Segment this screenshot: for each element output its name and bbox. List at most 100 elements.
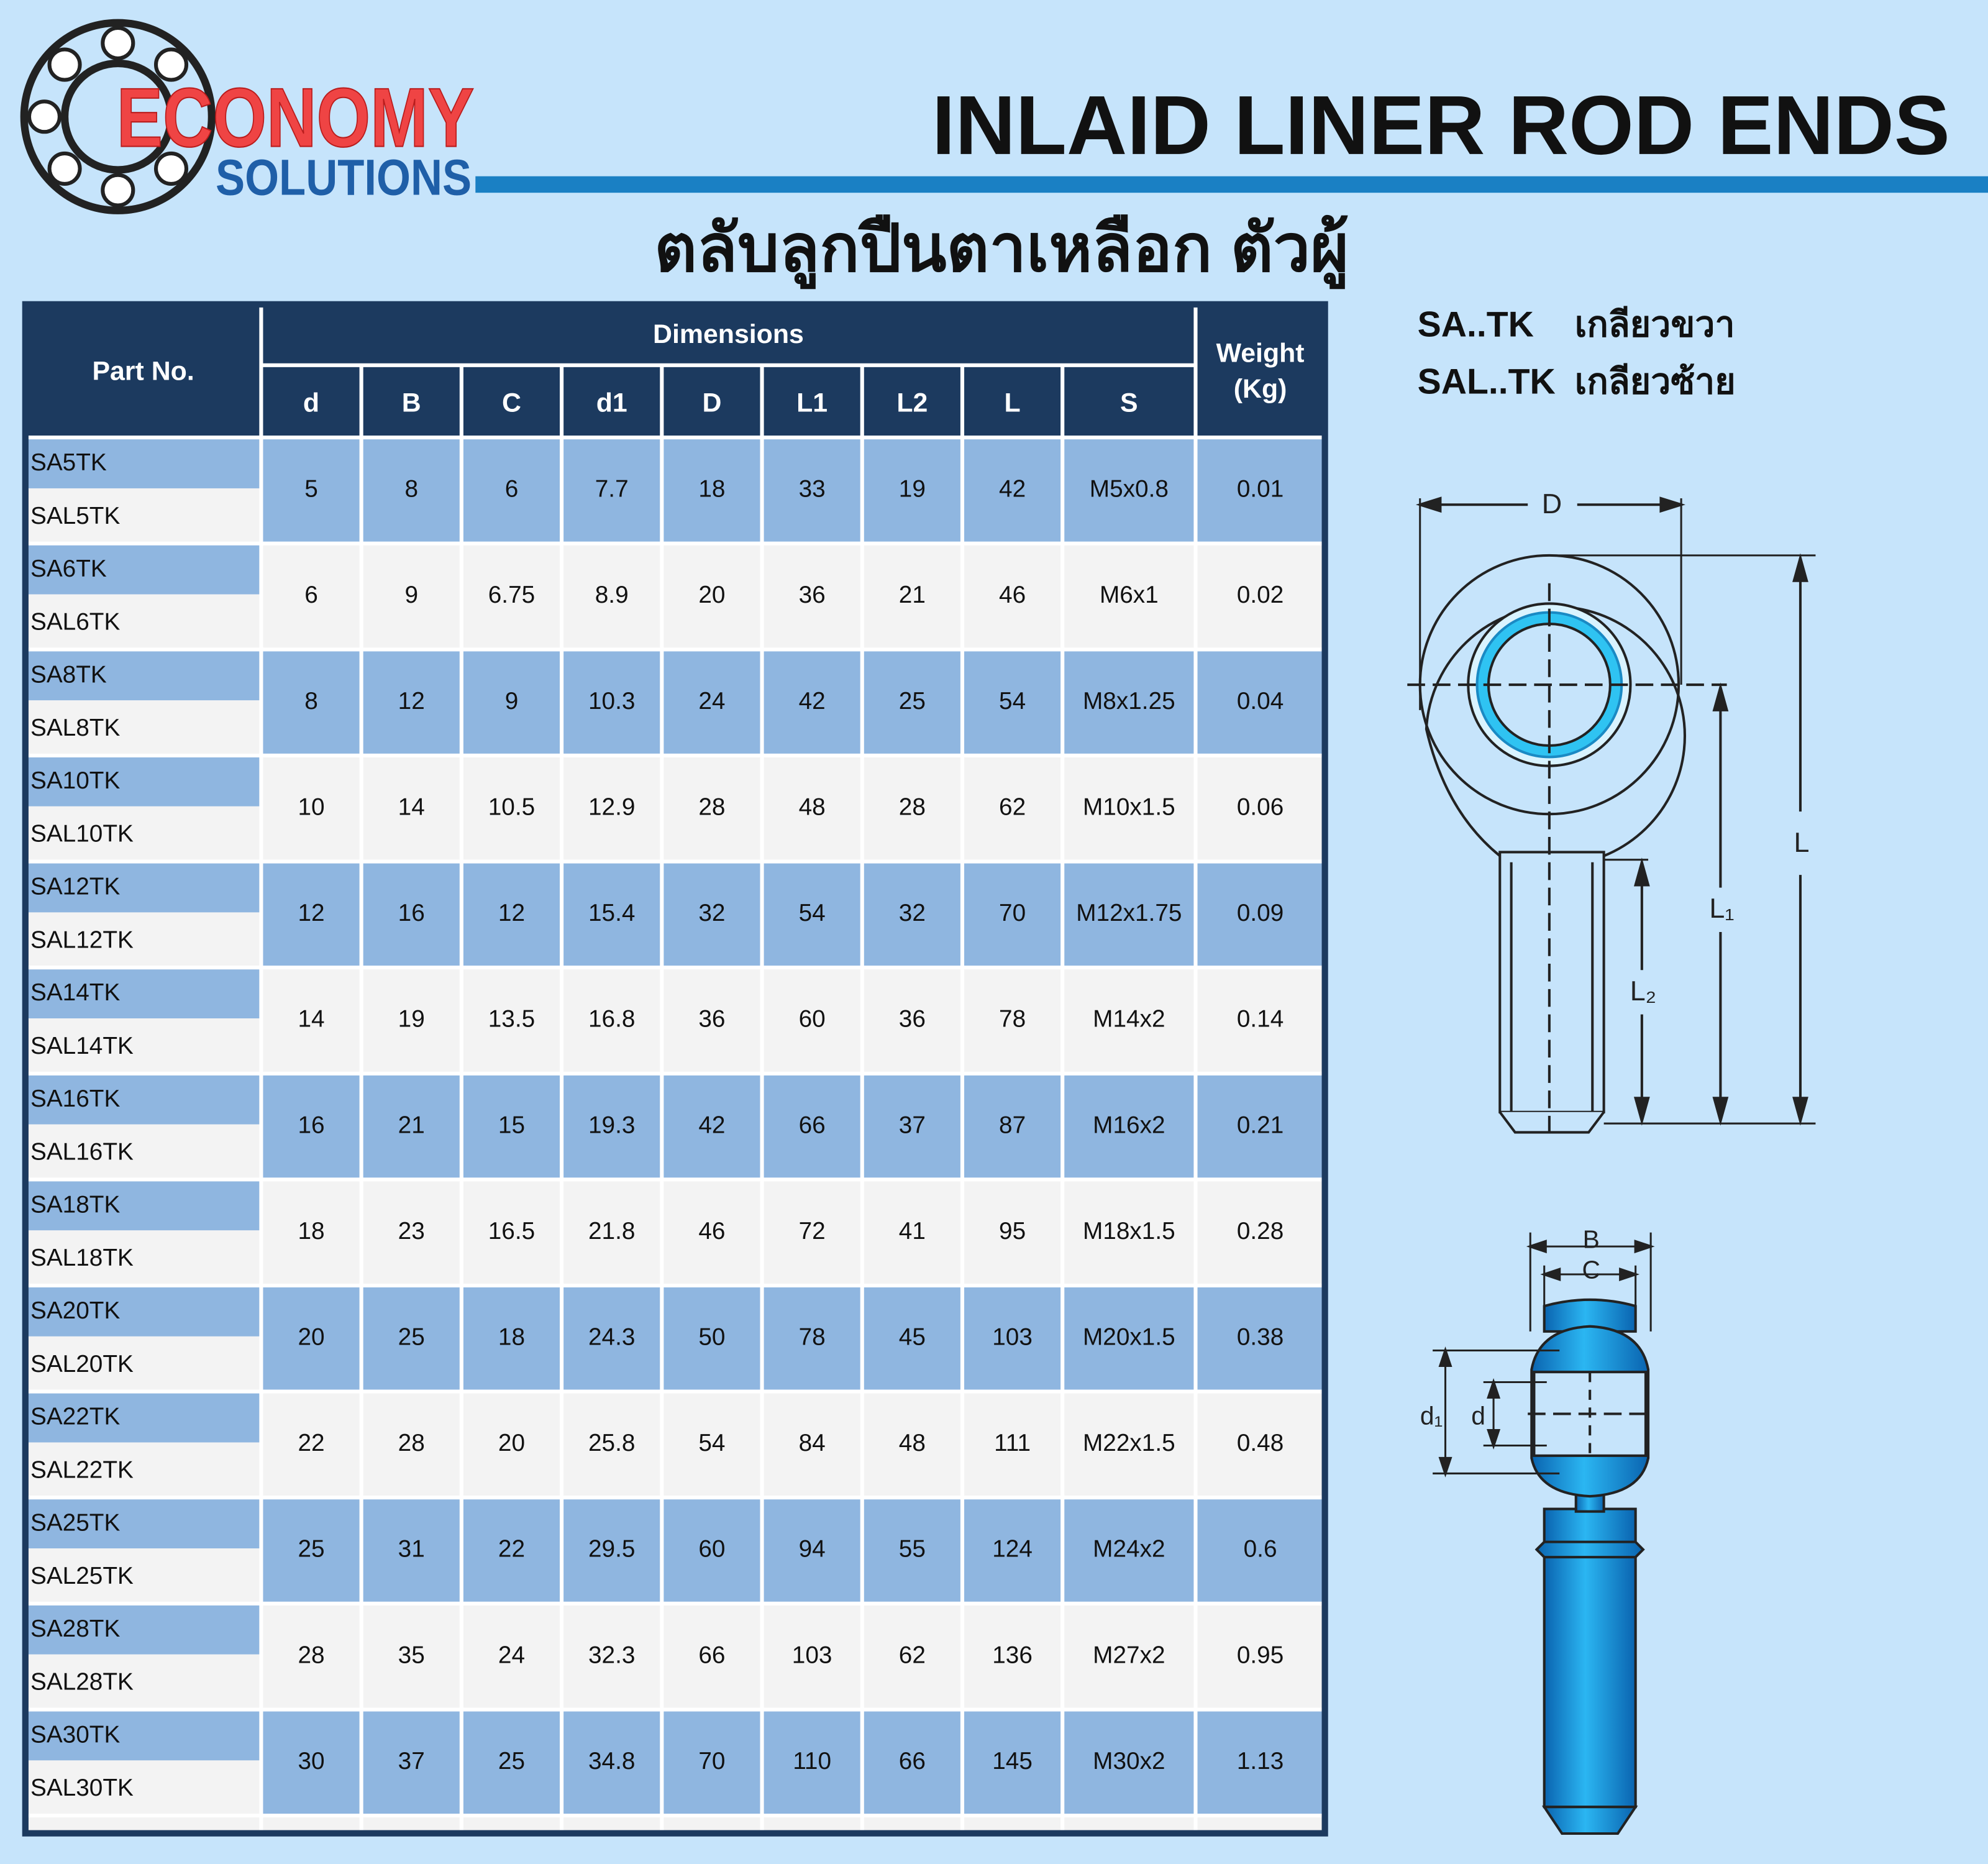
header-cell: d (303, 388, 319, 418)
table-cell: 0.06 (1237, 793, 1284, 820)
part-cell (25, 806, 262, 862)
part-number: SA6TK (30, 555, 107, 582)
table-cell: 66 (799, 1112, 826, 1138)
table-cell: 111 (994, 1430, 1031, 1456)
rod-end-front-view (1407, 496, 1816, 1141)
table-cell: 12 (398, 688, 425, 715)
rod-end-side-view (1433, 1232, 1655, 1835)
logo-top: ECONOMY (117, 71, 475, 165)
table-cell: M10x1.5 (1083, 793, 1175, 820)
table-cell: 84 (799, 1430, 826, 1456)
part-number: SAL6TK (30, 608, 121, 635)
legend-code: SA..TK (1418, 305, 1534, 345)
table-cell: 15 (498, 1112, 525, 1138)
table-cell: 0.14 (1237, 1006, 1284, 1033)
table-cell: 46 (698, 1218, 725, 1245)
table-cell: 31 (398, 1536, 425, 1563)
part-cell (25, 967, 262, 1019)
part-number: SAL28TK (30, 1669, 134, 1696)
table-cell: 87 (999, 1112, 1026, 1138)
part-cell (25, 861, 262, 913)
header-cell: L1 (796, 388, 828, 418)
legend-code: SAL..TK (1418, 362, 1556, 401)
table-cell: 5 (304, 476, 318, 503)
table-cell: 16 (398, 900, 425, 926)
part-number: SA14TK (30, 979, 121, 1006)
table-cell: 78 (999, 1006, 1026, 1033)
table-cell: 14 (398, 793, 425, 820)
part-cell (25, 1654, 262, 1710)
table-cell: 30 (298, 1748, 324, 1775)
table-cell: 20 (298, 1324, 324, 1351)
subtitle: ตลับลูกปืนตาเหลือก ตัวผู้ (654, 212, 1349, 290)
table-cell: 21 (899, 582, 926, 608)
header-cell: d1 (596, 388, 627, 418)
table-cell: 103 (792, 1642, 832, 1668)
table-cell: 10.3 (588, 688, 635, 715)
table-cell: 18 (498, 1324, 525, 1351)
part-cell (25, 700, 262, 756)
header-cell: L2 (896, 388, 928, 418)
part-number: SA22TK (30, 1404, 121, 1430)
table-cell: 25 (398, 1324, 425, 1351)
table-cell: 25.8 (588, 1430, 635, 1456)
row-band (261, 861, 1325, 968)
table-cell: 32.3 (588, 1642, 635, 1668)
table-cell: 42 (698, 1112, 725, 1138)
table-cell: 28 (398, 1430, 425, 1456)
table-border (22, 301, 1328, 1837)
table-cell: 55 (899, 1536, 926, 1563)
table-cell: 24 (498, 1642, 525, 1668)
row-band (261, 437, 1325, 544)
table-cell: 37 (398, 1748, 425, 1775)
table-cell: 28 (698, 793, 725, 820)
part-cell (25, 912, 262, 968)
table-cell: 136 (992, 1642, 1033, 1668)
table-cell: 21 (398, 1112, 425, 1138)
part-cell (25, 594, 262, 650)
table-cell: 48 (799, 793, 826, 820)
title: INLAID LINER ROD ENDS (932, 78, 1950, 172)
header-cell: C (502, 388, 521, 418)
table-cell: 145 (992, 1748, 1033, 1775)
part-cell (25, 1497, 262, 1549)
table-cell: 60 (698, 1536, 725, 1563)
table-cell: 7.7 (595, 476, 629, 503)
dimension-label: d (1471, 1401, 1485, 1430)
table-cell: 25 (498, 1748, 525, 1775)
table-cell: 45 (899, 1324, 926, 1351)
part-cell (25, 1336, 262, 1392)
table-cell: 9 (404, 582, 418, 608)
table-cell: 9 (505, 688, 519, 715)
table-cell: 25 (899, 688, 926, 715)
table-cell: 0.28 (1237, 1218, 1284, 1245)
dimension-label: D (1542, 488, 1562, 519)
table-cell: 0.09 (1237, 900, 1284, 926)
table-cell: 12 (298, 900, 324, 926)
legend-text: เกลียวขวา (1575, 305, 1735, 345)
part-cell (25, 437, 262, 488)
table-cell: 41 (899, 1218, 926, 1245)
part-cell (25, 543, 262, 595)
table-cell: 72 (799, 1218, 826, 1245)
table-cell: 14 (298, 1006, 324, 1033)
table-cell: 37 (899, 1112, 926, 1138)
table-cell: M16x2 (1093, 1112, 1165, 1138)
table-cell: 19 (398, 1006, 425, 1033)
table-cell: 0.02 (1237, 582, 1284, 608)
part-number: SA25TK (30, 1509, 121, 1536)
logo-bottom: SOLUTIONS (216, 149, 472, 206)
part-cell (25, 488, 262, 544)
table-cell: 29.5 (588, 1536, 635, 1563)
part-number: SAL5TK (30, 503, 121, 529)
table-cell: M24x2 (1093, 1536, 1165, 1563)
table-cell: 62 (899, 1642, 926, 1668)
part-cell (25, 1709, 262, 1761)
legend-text: เกลียวซ้าย (1575, 362, 1736, 401)
part-number: SA28TK (30, 1615, 121, 1642)
table-cell: 10.5 (488, 793, 535, 820)
table-cell: 18 (698, 476, 725, 503)
dimension-label: L₁ (1709, 892, 1734, 924)
